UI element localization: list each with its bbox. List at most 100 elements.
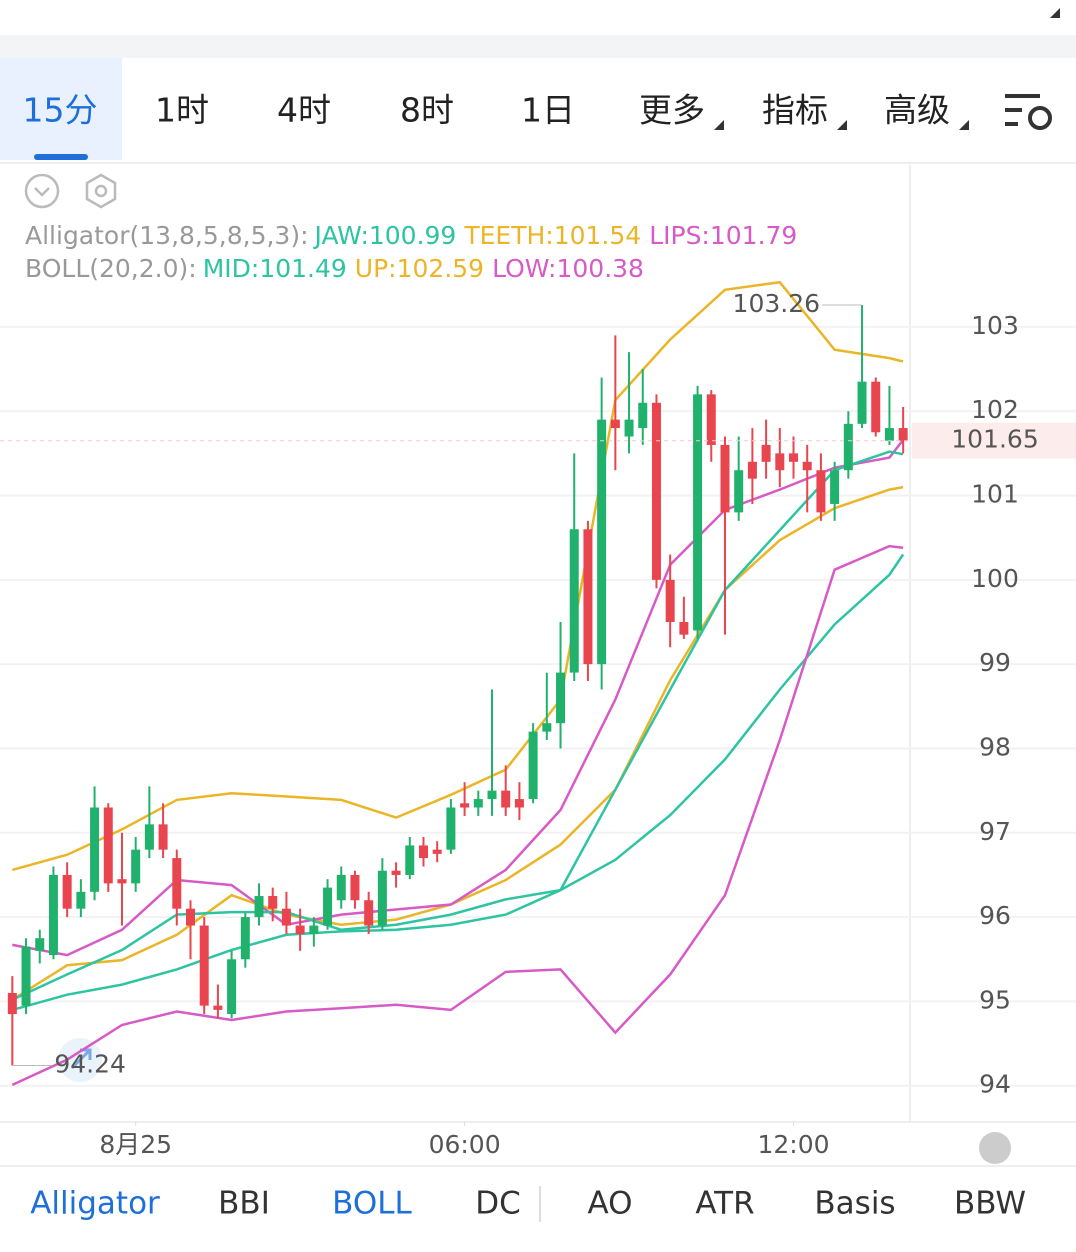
candle-body	[295, 925, 305, 934]
candle-body	[651, 402, 661, 580]
indicator-line	[11, 485, 904, 1001]
candle-body	[199, 925, 209, 1006]
candle-body	[638, 402, 648, 429]
candle-body	[720, 444, 730, 513]
candle-body	[542, 723, 552, 732]
candle-body	[117, 879, 127, 884]
legend-label: BOLL(20,2.0):	[25, 254, 197, 283]
candle-body	[405, 845, 415, 875]
indicator-tab[interactable]: DC	[475, 1186, 521, 1222]
y-tick-label: 94	[979, 1070, 1011, 1099]
last-price-label: 101.65	[951, 425, 1038, 454]
reset-button[interactable]	[979, 1132, 1011, 1164]
candle-body	[418, 845, 428, 859]
candle-body	[103, 807, 113, 884]
candle-body	[377, 870, 387, 926]
candle-body	[597, 419, 607, 665]
indicator-tab[interactable]: ATR	[695, 1186, 754, 1222]
status-icon	[1050, 8, 1060, 18]
timeframe-tab[interactable]: 1时	[155, 91, 209, 130]
candle-body	[528, 731, 538, 800]
timeframe-tabs: 15分 1时 4时 8时 1日 更多 指标 高级	[23, 91, 969, 130]
indicator-tab[interactable]: Basis	[814, 1186, 895, 1222]
timeframe-tab[interactable]: 更多	[639, 91, 705, 130]
candle-body	[556, 672, 566, 724]
legend-label: Alligator(13,8,5,8,5,3):	[25, 221, 309, 250]
y-tick-label: 102	[971, 395, 1019, 424]
y-tick-label: 99	[979, 648, 1011, 677]
active-tab-bg	[0, 58, 122, 160]
candle-body	[610, 419, 620, 429]
dropdown-caret	[837, 120, 847, 130]
candle-body	[473, 799, 483, 808]
candle-body	[172, 858, 182, 909]
candle-body	[706, 394, 716, 445]
timeframe-tab[interactable]: 高级	[884, 91, 950, 130]
dropdown-caret	[714, 120, 724, 130]
legend-row: Alligator(13,8,5,8,5,3): JAW:100.99 TEETH:…	[25, 221, 797, 250]
max-label: 103.26	[733, 289, 820, 318]
candle-body	[213, 1005, 223, 1010]
candle-body	[624, 419, 634, 437]
candle-body	[48, 874, 58, 956]
candle-body	[487, 790, 497, 800]
candles	[7, 304, 908, 1066]
settings-hex[interactable]	[85, 173, 117, 209]
indicator-tab[interactable]: AO	[587, 1186, 632, 1222]
candle-body	[432, 849, 442, 854]
indicator-line	[11, 544, 904, 1087]
legend-item: TEETH:101.54	[463, 221, 641, 250]
candle-body	[7, 992, 17, 1015]
collapse-chevron	[34, 187, 50, 197]
y-tick-label: 98	[979, 732, 1011, 761]
candle-body	[364, 900, 374, 926]
candle-body	[35, 938, 45, 951]
indicator-tab[interactable]: BBI	[218, 1186, 270, 1222]
candle-body	[90, 807, 100, 892]
timeframe-tab[interactable]: 指标	[762, 91, 828, 130]
indicator-tab[interactable]: Alligator	[30, 1186, 160, 1222]
y-tick-label: 103	[971, 311, 1019, 340]
y-tick-label: 95	[979, 985, 1011, 1014]
candle-body	[309, 925, 319, 934]
candle-body	[460, 803, 470, 808]
legend-item: JAW:100.99	[313, 221, 457, 250]
candle-body	[898, 428, 908, 441]
collapse-icon[interactable]	[24, 173, 60, 209]
timeframe-tab[interactable]: 15分	[23, 91, 98, 130]
candle-body	[391, 870, 401, 875]
candle-body	[158, 824, 168, 850]
legend-item: UP:102.59	[355, 254, 484, 283]
timeframe-tab[interactable]: 1日	[521, 91, 575, 130]
timeframe-tab[interactable]: 8时	[400, 91, 454, 130]
x-tick-label: 8月25	[99, 1130, 172, 1159]
labels: 94 95 96 97 98 99 100 101 102 103 8月25 06:00 12:00 10…	[0, 289, 1076, 1159]
candle-body	[857, 381, 867, 424]
settings-hex-dot	[94, 184, 108, 198]
legend-item: LOW:100.38	[492, 254, 644, 283]
settings-icon[interactable]	[1005, 94, 1052, 130]
candle-body	[76, 891, 86, 909]
last-price-bg	[912, 422, 1076, 459]
candle-body	[323, 887, 333, 926]
indicator-tab[interactable]: BOLL	[332, 1186, 412, 1222]
candle-body	[131, 849, 141, 884]
candle-body	[789, 453, 799, 462]
candle-body	[569, 529, 579, 673]
timeframe-tab[interactable]: 4时	[277, 91, 331, 130]
indicator-tabs: Alligator BBI BOLL DC AO ATR Basis BBW	[30, 1186, 1026, 1222]
indicator-tab[interactable]: BBW	[954, 1186, 1026, 1222]
separator-band	[0, 35, 1076, 58]
legend-row: BOLL(20,2.0): MID:101.49 UP:102.59 LOW:100.…	[25, 254, 644, 283]
candle-body	[240, 917, 250, 960]
candle-body	[583, 529, 593, 665]
candle-body	[62, 874, 72, 909]
y-tick-label: 96	[979, 901, 1011, 930]
candle-body	[227, 959, 237, 1015]
candle-body	[775, 453, 785, 471]
x-tick-label: 12:00	[757, 1130, 829, 1159]
candle-body	[185, 908, 195, 926]
candle-body	[734, 470, 744, 513]
candle-body	[254, 896, 264, 918]
